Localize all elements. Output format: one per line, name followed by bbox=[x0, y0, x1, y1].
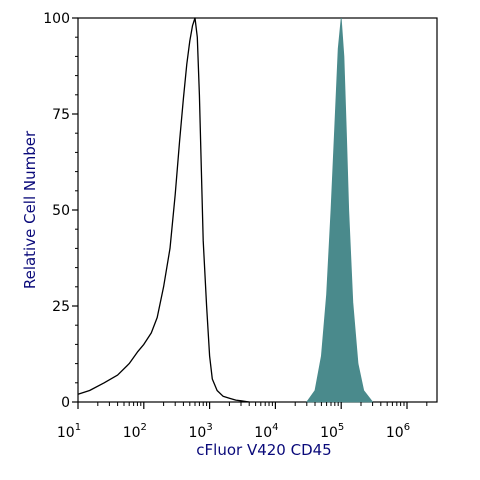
x-tick-label: 103 bbox=[188, 422, 212, 441]
y-tick-label: 25 bbox=[52, 299, 70, 315]
ticks: 0 25 50 75 100 101 102 103 104 105 106 bbox=[43, 11, 428, 441]
y-tick-label: 100 bbox=[43, 11, 70, 27]
x-tick-label: 106 bbox=[386, 422, 410, 441]
plot-frame bbox=[77, 17, 438, 403]
axes bbox=[77, 17, 438, 403]
y-tick-label: 50 bbox=[52, 203, 70, 219]
series-outline-peak bbox=[77, 17, 250, 403]
x-axis-title: cFluor V420 CD45 bbox=[196, 441, 331, 459]
series-filled-peak bbox=[306, 17, 374, 403]
x-tick-label: 105 bbox=[320, 422, 344, 441]
x-tick-label: 101 bbox=[57, 422, 81, 441]
y-tick-label: 75 bbox=[52, 107, 70, 123]
y-axis-title: Relative Cell Number bbox=[21, 130, 39, 289]
series-layer bbox=[77, 17, 374, 403]
x-tick-label: 102 bbox=[123, 422, 147, 441]
x-tick-label: 104 bbox=[254, 422, 278, 441]
y-tick-label: 0 bbox=[61, 395, 70, 411]
